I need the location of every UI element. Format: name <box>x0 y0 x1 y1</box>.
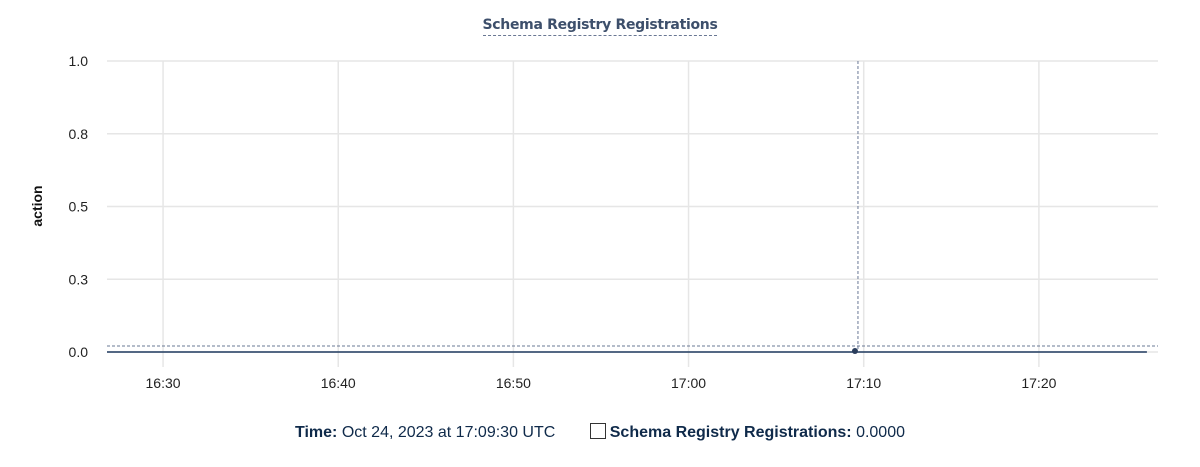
x-tick-label: 16:30 <box>146 375 181 391</box>
time-label: Time: <box>294 424 338 441</box>
chart-title[interactable]: Schema Registry Registrations <box>482 17 718 36</box>
series-label: Schema Registry Registrations: <box>609 424 852 441</box>
y-tick-label: 0.3 <box>69 271 89 287</box>
y-tick-label: 0.8 <box>69 126 89 142</box>
x-tick-label: 16:50 <box>496 375 531 391</box>
x-tick-label: 16:40 <box>321 375 356 391</box>
x-tick-label: 17:10 <box>846 375 881 391</box>
y-tick-label: 0.0 <box>69 344 89 360</box>
y-tick-label: 1.0 <box>69 53 89 69</box>
hover-point <box>851 348 858 354</box>
legend: Time: Oct 24, 2023 at 17:09:30 UTC Schem… <box>0 423 1200 442</box>
series-value: 0.0000 <box>856 424 905 441</box>
time-value: Oct 24, 2023 at 17:09:30 UTC <box>341 424 556 441</box>
x-tick-label: 17:20 <box>1021 375 1056 391</box>
chart-title-wrap: Schema Registry Registrations <box>0 16 1200 36</box>
series-checkbox[interactable] <box>589 423 606 439</box>
x-tick-label: 17:00 <box>671 375 706 391</box>
y-tick-label: 0.5 <box>69 199 89 215</box>
y-axis-label: action <box>29 185 45 226</box>
